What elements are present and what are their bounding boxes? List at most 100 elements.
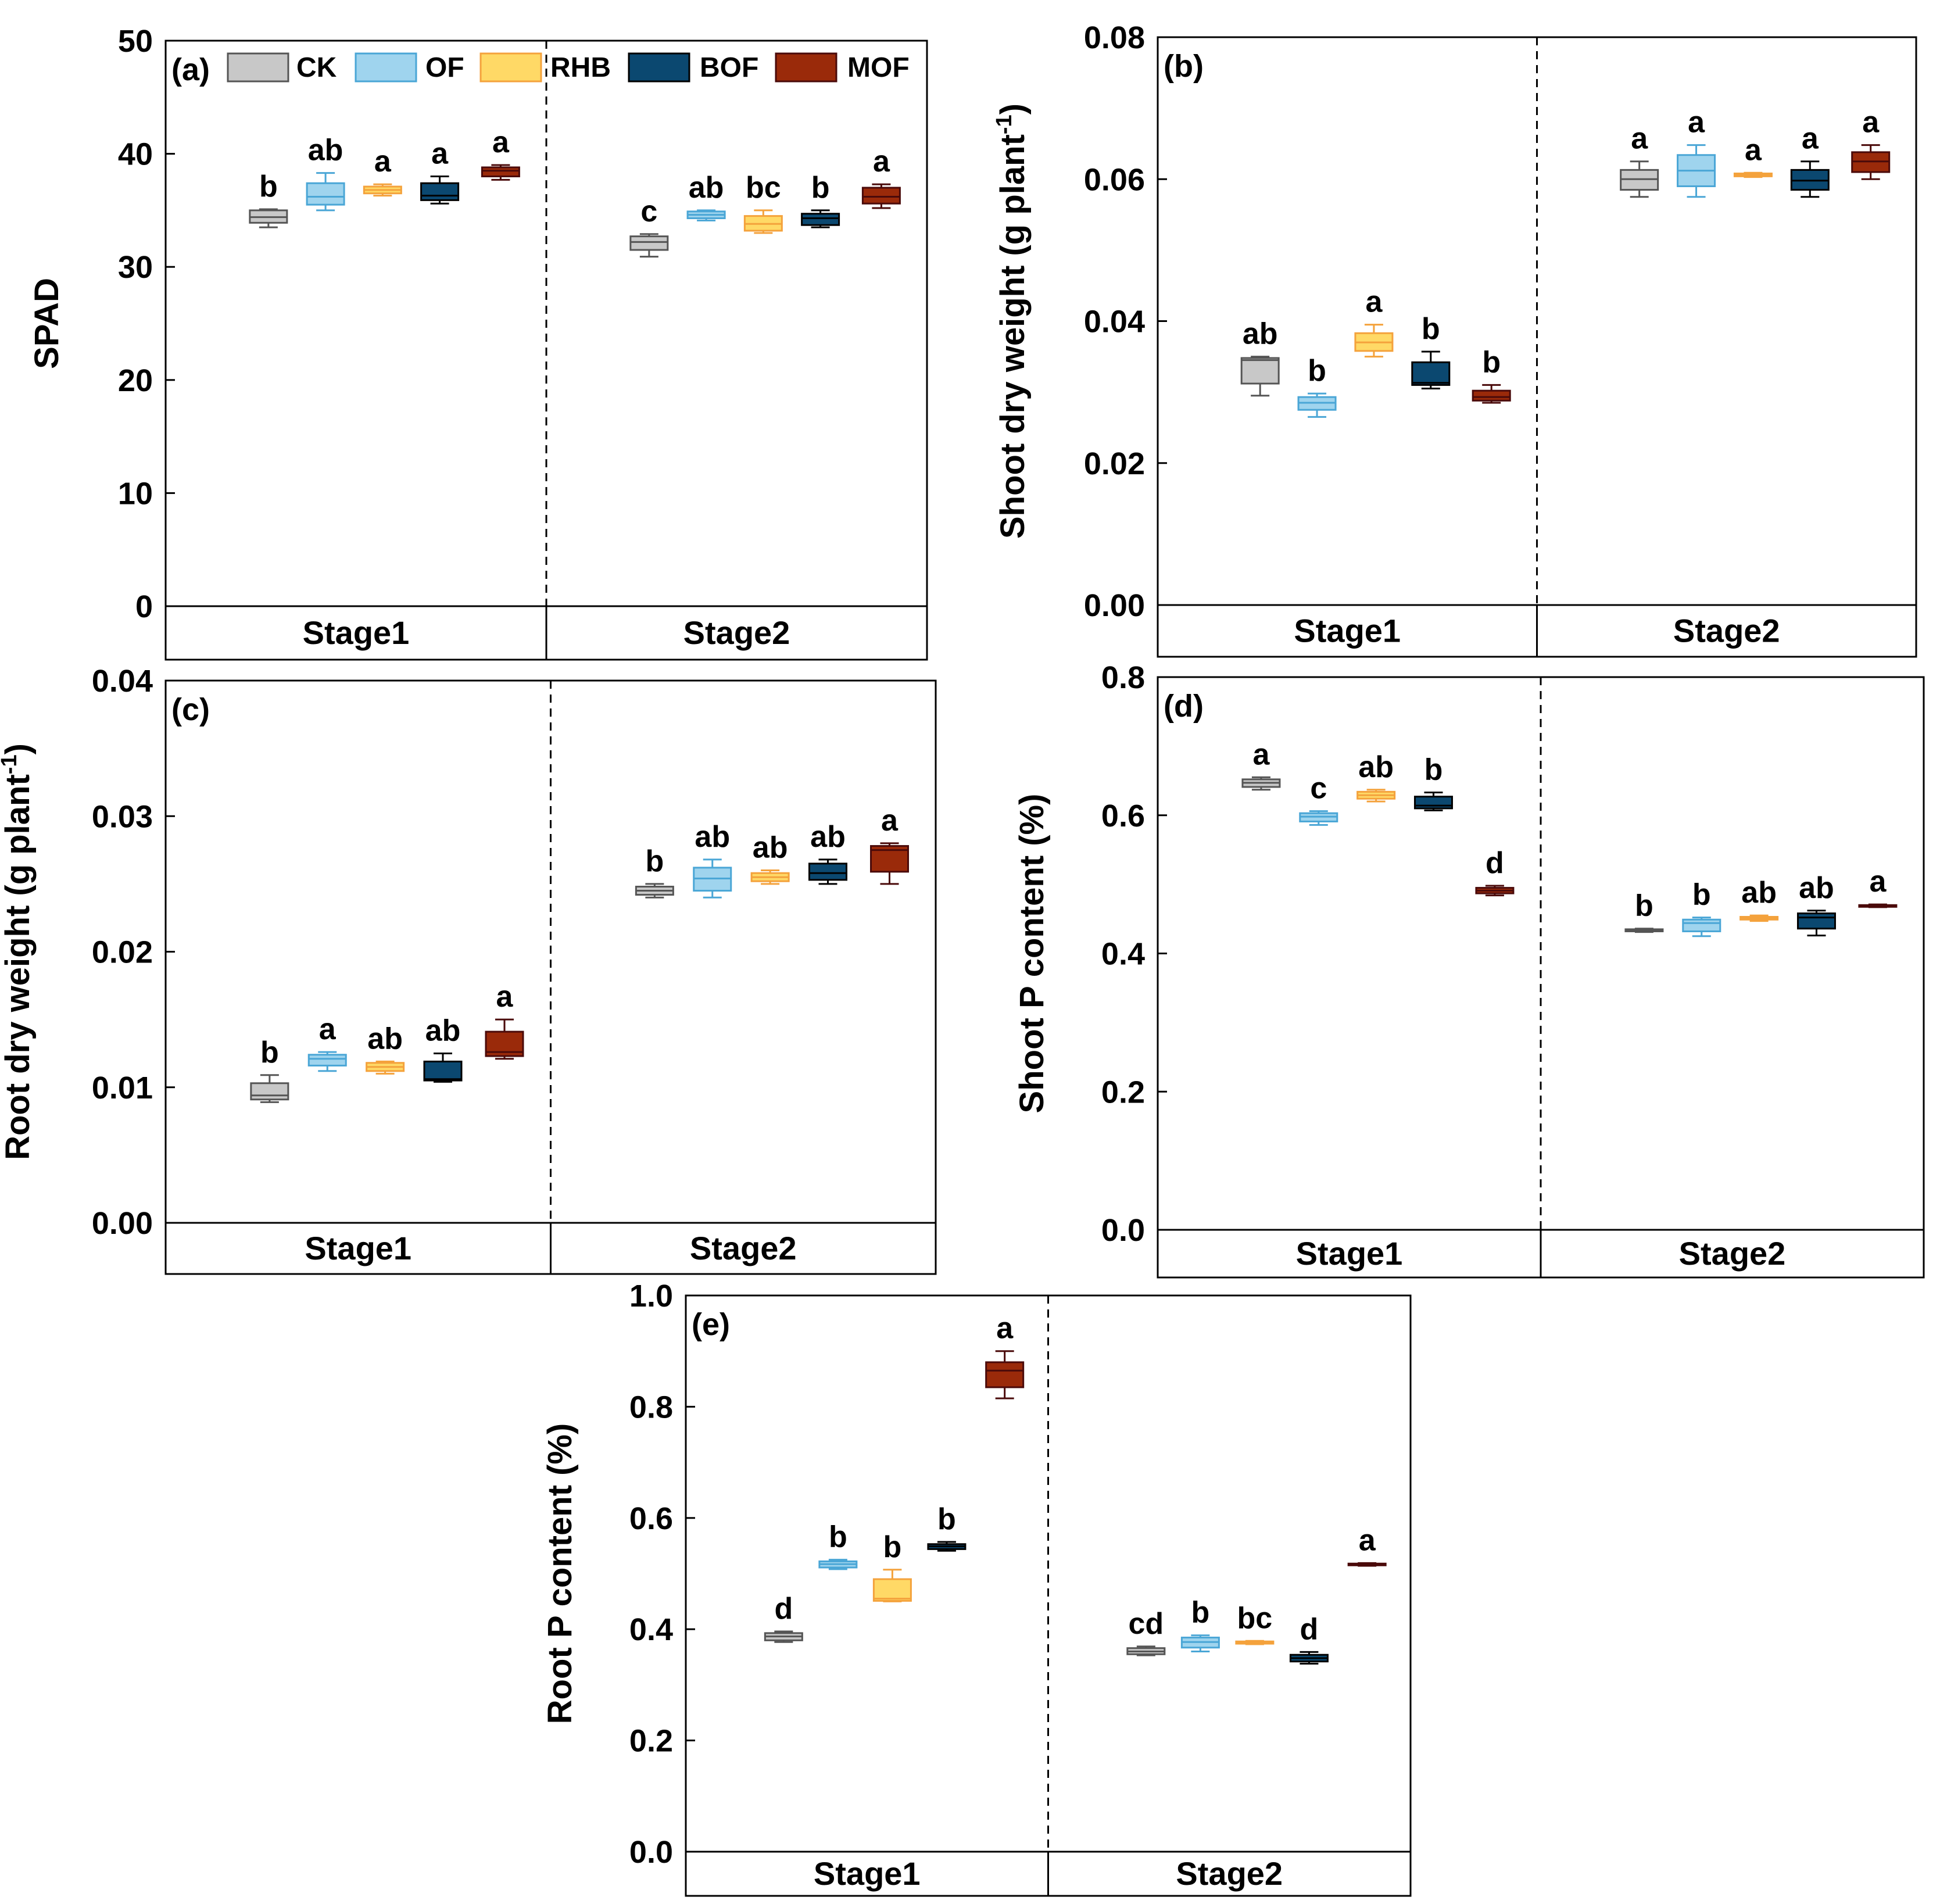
significance-letter: ab [753,831,788,865]
y-axis-title-tail: ) [994,103,1032,114]
box-stage1-ck: b [250,1036,289,1103]
significance-letter: bc [746,171,781,205]
box-stage1-rhb: b [872,1530,912,1602]
y-axis-title-text: Shoot P content (%) [1013,794,1051,1114]
y-tick-label: 0.4 [1101,937,1145,972]
significance-letter: b [1692,878,1711,912]
significance-letter: a [319,1012,337,1046]
box-iqr [1411,361,1451,386]
panel-label: (a) [171,52,210,87]
significance-letter: a [1745,133,1762,167]
y-tick-label: 0.01 [92,1071,153,1105]
y-tick-label: 0.8 [629,1390,673,1425]
y-tick-label: 0.4 [629,1612,673,1647]
y-tick-label: 0.04 [1084,305,1145,339]
stage-label: Stage1 [305,1230,411,1266]
box-iqr [423,1060,463,1082]
y-axis-title: Root P content (%) [541,1423,579,1724]
box-stage2-mof: a [1347,1523,1387,1567]
box-stage1-rhb: ab [1356,750,1396,803]
stage-label: Stage1 [1296,1235,1403,1272]
significance-letter: ab [689,171,724,205]
significance-letter: a [1802,122,1819,156]
box-iqr [420,182,460,201]
significance-letter: a [873,145,890,178]
y-tick-label: 0.2 [629,1724,673,1759]
panel-label: (d) [1164,689,1204,724]
panel-label: (c) [171,692,210,727]
box-iqr [985,1361,1025,1388]
legend-swatch [775,52,837,83]
y-axis-title-superscript: -1 [0,754,22,774]
y-tick-label: 0.2 [1101,1075,1145,1110]
significance-letter: b [883,1530,902,1564]
box-iqr [801,213,840,226]
box-stage1-ck: b [249,170,288,228]
box-stage2-of: ab [686,171,726,221]
box-stage1-mof: b [1472,345,1511,404]
significance-letter: b [1424,753,1443,787]
significance-letter: b [1422,312,1440,346]
y-axis-title-text: Root P content (%) [541,1423,579,1724]
significance-letter: ab [1358,750,1394,784]
significance-letter: b [1308,354,1326,388]
box-iqr [808,862,847,881]
y-tick-label: 0.6 [629,1501,673,1536]
box-stage2-of: b [1682,878,1721,937]
significance-letter: a [374,145,392,178]
box-stage2-bof: b [801,171,840,228]
box-stage1-of: a [307,1012,347,1072]
box-stage2-bof: ab [1796,871,1836,937]
y-axis-title: Shoot dry weight (g plant-1) [992,103,1032,539]
significance-letter: ab [308,134,343,167]
significance-letter: a [1631,122,1648,156]
box-iqr [629,235,669,251]
y-tick-label: 1.0 [629,1279,673,1314]
box-stage1-ck: ab [1240,317,1280,397]
y-tick-label: 0.00 [1084,588,1145,623]
significance-letter: ab [367,1022,403,1055]
box-stage2-bof: ab [808,820,847,885]
box-stage1-of: c [1299,772,1338,826]
box-stage1-ck: a [1241,738,1281,791]
y-tick-label: 40 [118,137,153,172]
significance-letter: a [492,126,510,159]
legend-label: MOF [847,52,910,83]
y-tick-label: 0.02 [1084,446,1145,481]
panel-label: (e) [692,1307,730,1342]
significance-letter: a [496,980,514,1014]
box-stage1-rhb: a [1354,285,1394,358]
significance-letter: d [1300,1612,1319,1646]
box-stage2-ck: b [1624,889,1664,933]
legend-item-mof: MOF [775,52,910,83]
stage-label: Stage2 [1176,1855,1283,1892]
y-axis-title: Root dry weight (g plant-1) [0,743,37,1160]
box-stage1-of: b [1297,354,1337,418]
box-stage2-ck: a [1620,122,1659,198]
box-stage1-bof: b [1411,312,1451,390]
significance-letter: d [1486,846,1504,880]
legend-swatch [479,52,542,83]
y-tick-label: 0.03 [92,799,153,834]
significance-letter: c [1310,772,1327,806]
box-iqr [861,187,901,205]
legend-swatch [355,52,417,83]
significance-letter: ab [810,820,846,854]
box-stage2-ck: c [629,195,669,258]
y-tick-label: 50 [118,24,153,59]
y-axis-title: Shoot P content (%) [1013,794,1051,1114]
y-tick-label: 0.02 [92,935,153,970]
significance-letter: a [1252,738,1270,771]
y-tick-label: 0.0 [629,1835,673,1870]
box-stage2-mof: a [1851,106,1891,180]
box-iqr [1413,796,1453,810]
significance-letter: a [1688,106,1705,139]
box-stage1-bof: b [927,1502,967,1552]
y-axis-title-text: Root dry weight (g plant [0,774,37,1160]
legend-label: RHB [550,52,611,83]
y-axis-title-text: Shoot dry weight (g plant [994,134,1032,539]
significance-letter: b [645,844,664,878]
y-tick-label: 0.06 [1084,162,1145,197]
